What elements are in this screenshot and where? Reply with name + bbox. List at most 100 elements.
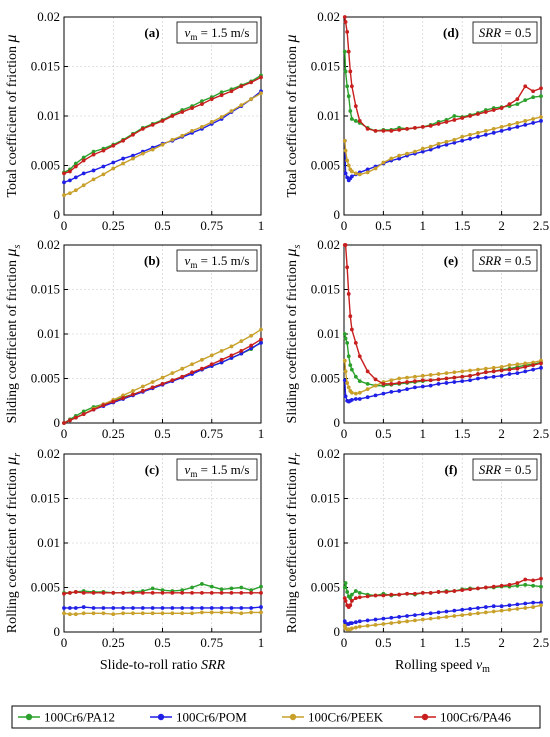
- data-point: [131, 132, 135, 137]
- data-point: [483, 132, 488, 137]
- data-point: [507, 582, 512, 587]
- data-point: [180, 374, 185, 379]
- panel-label: (e): [444, 253, 458, 268]
- data-point: [397, 592, 402, 597]
- data-point: [483, 128, 488, 133]
- data-point: [343, 369, 348, 374]
- data-point: [348, 314, 353, 319]
- data-point: [476, 112, 480, 116]
- series-100Cr6/PA46: [62, 590, 263, 596]
- data-point: [131, 156, 135, 161]
- data-point: [353, 589, 358, 593]
- data-point: [444, 139, 449, 144]
- data-point: [68, 612, 72, 617]
- x-axis-label: Slide-to-roll ratio SRR: [100, 658, 226, 673]
- data-point: [365, 167, 370, 172]
- data-point: [121, 611, 125, 616]
- y-tick-label: 0: [334, 624, 341, 639]
- data-point: [476, 611, 480, 616]
- data-point: [428, 144, 433, 149]
- data-point: [62, 606, 66, 610]
- x-tick-label: 0.75: [200, 218, 223, 233]
- x-tick-label: 1.5: [454, 218, 470, 233]
- data-point: [131, 153, 135, 158]
- data-point: [365, 126, 370, 131]
- data-point: [349, 397, 354, 402]
- y-tick-label: 0.01: [37, 108, 60, 123]
- data-point: [91, 149, 96, 154]
- data-point: [539, 365, 543, 370]
- data-point: [249, 588, 254, 593]
- data-point: [452, 614, 457, 618]
- data-point: [170, 378, 175, 383]
- data-point: [170, 137, 175, 142]
- y-axis-label: Total coefficient of friction μ: [283, 34, 300, 197]
- data-point: [131, 389, 135, 393]
- data-point: [460, 134, 465, 139]
- data-point: [131, 606, 135, 610]
- data-point: [515, 102, 520, 107]
- data-point: [349, 174, 354, 179]
- data-point: [444, 381, 449, 385]
- data-point: [345, 158, 350, 163]
- data-point: [389, 389, 394, 394]
- data-point: [249, 346, 254, 351]
- data-point: [346, 163, 351, 168]
- data-point: [428, 147, 433, 152]
- data-point: [507, 123, 512, 127]
- data-point: [81, 590, 86, 595]
- data-point: [468, 132, 472, 137]
- data-point: [460, 116, 465, 120]
- panel-label: (f): [445, 462, 458, 477]
- data-point: [180, 606, 185, 610]
- x-tick-label: 0.75: [200, 635, 223, 650]
- data-point: [160, 588, 165, 593]
- data-point: [397, 127, 402, 132]
- series-100Cr6/POM: [342, 119, 543, 183]
- data-point: [140, 384, 145, 389]
- data-point: [413, 613, 417, 617]
- data-point: [121, 138, 125, 143]
- data-point: [381, 160, 386, 165]
- data-point: [345, 175, 350, 180]
- x-tick-label: 0: [61, 635, 68, 650]
- data-point: [523, 577, 528, 582]
- data-point: [381, 381, 386, 386]
- data-point: [420, 617, 425, 622]
- data-point: [405, 614, 409, 618]
- x-tick-label: 0.5: [375, 635, 391, 650]
- data-point: [381, 128, 386, 133]
- y-tick-label: 0: [54, 624, 61, 639]
- y-tick-label: 0.015: [311, 491, 340, 506]
- data-point: [343, 336, 348, 341]
- y-tick-label: 0.015: [311, 282, 340, 297]
- legend-entry: 100Cr6/PA12: [18, 710, 115, 725]
- data-point: [397, 376, 402, 381]
- series-100Cr6/PEEK: [62, 610, 263, 617]
- data-point: [365, 387, 370, 392]
- x-tick-label: 0.5: [375, 426, 391, 441]
- condition-label: vm = 1.5 m/s: [185, 253, 250, 270]
- data-point: [249, 97, 254, 102]
- legend-label: 100Cr6/PEEK: [308, 710, 384, 725]
- data-point: [346, 94, 351, 99]
- series-100Cr6/PA46: [342, 243, 543, 386]
- data-point: [349, 592, 354, 597]
- data-point: [452, 118, 457, 122]
- condition-box: [176, 249, 258, 272]
- data-point: [468, 368, 472, 373]
- data-point: [342, 15, 347, 19]
- data-point: [81, 158, 86, 163]
- data-point: [491, 374, 496, 379]
- data-point: [342, 585, 347, 590]
- panel-label: (d): [443, 25, 459, 40]
- x-tick-label: 1: [258, 426, 265, 441]
- data-point: [436, 615, 441, 620]
- data-point: [73, 175, 78, 180]
- data-point: [219, 590, 224, 595]
- data-point: [452, 375, 457, 380]
- y-tick-label: 0.01: [317, 535, 340, 550]
- data-point: [348, 603, 353, 608]
- data-point: [539, 115, 543, 119]
- y-tick-label: 0.01: [37, 535, 60, 550]
